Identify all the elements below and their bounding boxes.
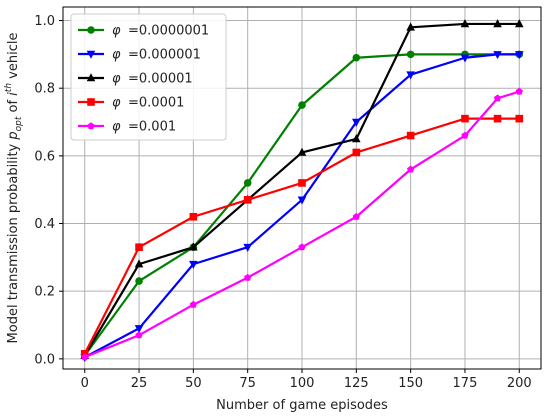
data-point: [352, 118, 361, 127]
legend-marker: [87, 98, 95, 106]
data-point: [189, 300, 197, 308]
x-axis-label: Number of game episodes: [216, 398, 388, 413]
data-point: [407, 165, 415, 173]
data-point: [406, 71, 415, 80]
x-tick-label: 200: [507, 376, 532, 391]
data-point: [461, 114, 469, 123]
legend-marker: [87, 122, 95, 130]
series-line: [83, 117, 520, 355]
data-point: [352, 148, 361, 157]
legend-entry: φ =0.0000001: [78, 24, 209, 39]
data-point: [134, 259, 144, 268]
data-point: [460, 19, 470, 28]
y-axis-label-sup: th: [4, 83, 14, 93]
data-point: [515, 114, 524, 123]
data-point: [493, 19, 502, 28]
data-point: [135, 277, 143, 285]
legend-label: =0.001: [128, 120, 176, 135]
data-point: [460, 54, 470, 63]
data-point: [406, 50, 415, 59]
data-point: [493, 94, 502, 102]
axis-ticks: 0 25 50 75 100 125 150 175 200 0.0 0.2 0.4 0.6 0.8 1.0: [34, 14, 531, 391]
legend-symbol: φ: [112, 72, 121, 87]
data-point: [461, 131, 469, 139]
y-axis-label-post: vehicle: [6, 33, 21, 83]
data-point: [243, 243, 252, 253]
y-tick-label: 0.2: [34, 285, 55, 300]
data-point: [514, 19, 524, 28]
data-point: [297, 196, 307, 205]
series-5: [81, 87, 523, 361]
legend-marker: [86, 73, 96, 82]
y-axis-label-sub: opt: [14, 116, 24, 131]
legend: φ =0.0000001 φ =0.000001 φ =0.00001 φ =0.0001 φ =…: [70, 13, 227, 141]
data-point: [493, 114, 502, 123]
legend-marker: [87, 26, 95, 34]
data-point: [297, 147, 307, 156]
legend-label: =0.000001: [128, 48, 201, 63]
x-tick-label: 25: [131, 376, 148, 391]
legend-entry: φ =0.00001: [78, 72, 193, 87]
data-point: [81, 353, 89, 361]
series-line: [84, 90, 520, 359]
series-line: [83, 22, 520, 357]
y-tick-label: 0.8: [34, 82, 55, 97]
data-point: [298, 101, 306, 109]
y-tick-label: 1.0: [34, 14, 55, 29]
y-axis-label-mid: of: [6, 96, 21, 117]
data-point: [135, 243, 143, 252]
grid-lines: [63, 7, 541, 369]
x-tick-label: 125: [344, 376, 369, 391]
x-tick-label: 50: [185, 376, 202, 391]
y-axis-label-p: p: [6, 131, 21, 140]
series-layer: [80, 19, 524, 362]
legend-symbol: φ: [112, 120, 121, 135]
x-tick-label: 100: [290, 376, 315, 391]
data-point: [135, 331, 143, 339]
legend-label: =0.00001: [128, 72, 193, 87]
x-tick-label: 0: [81, 376, 89, 391]
y-axis-label-pre: Model transmission probability: [6, 140, 21, 344]
legend-marker: [86, 50, 96, 59]
legend-box: [70, 13, 227, 141]
data-point: [243, 196, 252, 204]
y-tick-label: 0.6: [34, 149, 55, 164]
legend-symbol: φ: [112, 96, 121, 111]
series-line: [84, 53, 520, 359]
legend-label: =0.0000001: [128, 24, 209, 39]
data-point: [189, 242, 198, 251]
data-point: [493, 51, 502, 60]
legend-entry: φ =0.000001: [78, 48, 201, 63]
data-point: [189, 212, 198, 221]
y-axis-label-i: i: [6, 92, 21, 96]
data-point: [406, 131, 415, 140]
legend-symbol: φ: [112, 48, 121, 63]
data-point: [352, 134, 361, 143]
data-point: [352, 53, 361, 62]
data-point: [298, 243, 306, 251]
legend-entry: φ =0.0001: [78, 96, 184, 111]
data-point: [244, 273, 252, 281]
data-point: [515, 87, 523, 95]
data-point: [298, 179, 306, 187]
x-tick-label: 175: [453, 376, 478, 391]
data-point: [352, 212, 360, 220]
legend-label: =0.0001: [128, 96, 184, 111]
data-point: [406, 22, 415, 31]
x-tick-label: 150: [398, 376, 423, 391]
series-2: [80, 51, 524, 362]
legend-symbol: φ: [112, 24, 121, 39]
y-tick-label: 0.4: [34, 217, 55, 232]
data-point: [189, 260, 198, 269]
legend-entry: φ =0.001: [78, 120, 176, 135]
y-axis-label: Model transmission probability popt of i…: [4, 33, 24, 344]
data-point: [134, 325, 144, 334]
data-point: [243, 179, 252, 187]
x-tick-label: 75: [239, 376, 256, 391]
y-tick-label: 0.0: [34, 352, 55, 367]
data-point: [514, 51, 524, 60]
